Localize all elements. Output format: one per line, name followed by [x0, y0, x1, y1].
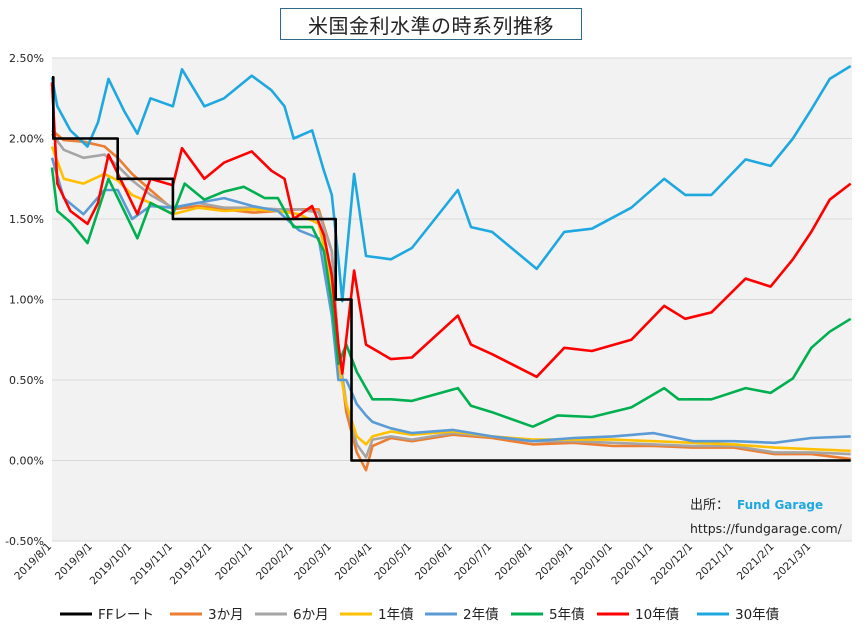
legend-label: FFレート — [98, 607, 154, 623]
x-tick-label: 2020/4/1 — [333, 541, 375, 583]
series-line-7 — [50, 82, 852, 379]
series-line-4 — [50, 146, 851, 453]
legend-label: 2年債 — [463, 607, 499, 623]
x-tick-label: 2019/12/1 — [168, 541, 215, 588]
y-tick-label: 2.50% — [9, 52, 44, 65]
x-axis: 2019/8/12019/9/12019/10/12019/11/12019/1… — [12, 541, 813, 588]
x-tick-label: 2019/10/1 — [88, 541, 135, 588]
x-tick-label: 2019/9/1 — [53, 541, 95, 583]
x-tick-label: 2020/9/1 — [534, 541, 576, 583]
y-axis: 2.50% 2.00% 1.50% 1.00% 0.50% 0.00% -0.50% — [5, 52, 44, 548]
x-tick-label: 2020/3/1 — [292, 541, 334, 583]
legend-label: 30年債 — [735, 607, 779, 623]
legend: FFレート 3か月 6か月 1年債 2年債 5年債 10年債 30年債 — [60, 607, 779, 623]
source-name: Fund Garage — [737, 498, 823, 512]
series-line-1 — [52, 76, 851, 462]
source-note: 出所： Fund Garage https://fundgarage.com/ — [690, 498, 843, 536]
source-url: https://fundgarage.com/ — [690, 521, 843, 536]
series-layer — [50, 64, 852, 472]
x-tick-label: 2021/2/1 — [735, 541, 777, 583]
x-tick-label: 2020/10/1 — [568, 541, 615, 588]
x-tick-label: 2020/7/1 — [452, 541, 494, 583]
y-tick-label: 0.00% — [9, 455, 44, 468]
x-tick-label: 2020/1/1 — [213, 541, 255, 583]
x-tick-label: 2021/1/1 — [694, 541, 736, 583]
chart-title: 米国金利水準の時系列推移 — [280, 8, 582, 40]
y-tick-label: 2.00% — [9, 133, 44, 146]
x-tick-label: 2020/5/1 — [372, 541, 414, 583]
x-tick-label: 2020/12/1 — [649, 541, 696, 588]
series-line-8 — [50, 64, 852, 303]
y-tick-label: -0.50% — [5, 535, 44, 548]
legend-label: 6か月 — [293, 607, 329, 623]
x-tick-label: 2021/3/1 — [772, 541, 814, 583]
y-tick-label: 1.00% — [9, 294, 44, 307]
x-tick-label: 2020/6/1 — [413, 541, 455, 583]
legend-label: 10年債 — [635, 607, 679, 623]
x-tick-label: 2020/2/1 — [254, 541, 296, 583]
legend-label: 5年債 — [549, 607, 585, 623]
x-tick-label: 2020/8/1 — [493, 541, 535, 583]
y-tick-label: 0.50% — [9, 374, 44, 387]
source-label: 出所： — [690, 498, 729, 513]
legend-label: 3か月 — [208, 607, 244, 623]
y-tick-label: 1.50% — [9, 213, 44, 226]
legend-label: 1年債 — [378, 607, 414, 623]
